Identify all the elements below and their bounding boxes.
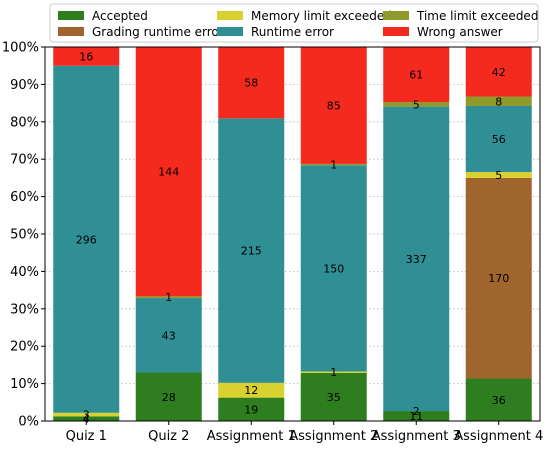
data-label: 5 [413, 98, 420, 111]
y-tick-label: 0% [18, 415, 39, 430]
bar-segment [465, 47, 532, 97]
y-tick-label: 80% [10, 115, 39, 130]
data-label: 4 [83, 413, 90, 426]
legend: Accepted Grading runtime error Memory limi… [49, 3, 539, 43]
data-label: 8 [495, 95, 502, 108]
data-label: 170 [488, 272, 509, 285]
x-tick-label: Quiz 2 [148, 429, 189, 444]
data-label: 56 [492, 133, 506, 146]
data-label: 215 [241, 245, 262, 258]
y-tick-label: 30% [10, 302, 39, 317]
bar-segment [300, 371, 367, 373]
bar-segment [465, 177, 532, 379]
data-label: 58 [244, 77, 258, 90]
data-label: 11 [409, 410, 423, 423]
plot-frame [44, 46, 541, 422]
bar-segment [300, 47, 367, 164]
y-tick-label: 40% [10, 265, 39, 280]
legend-box [49, 3, 539, 43]
x-tick-label: Assignment 1 [207, 429, 296, 444]
bars [53, 47, 532, 421]
data-label: 296 [76, 233, 97, 246]
legend-label: Grading runtime error [92, 25, 224, 39]
bar-segment [383, 102, 450, 107]
data-label: 1 [330, 159, 337, 172]
legend-swatch [383, 27, 409, 36]
x-tick-label: Assignment 3 [372, 429, 461, 444]
bar-segment [53, 412, 120, 417]
data-label: 1 [330, 366, 337, 379]
bar-segment [135, 296, 202, 299]
data-label: 35 [327, 391, 341, 404]
bar-segment [300, 372, 367, 421]
data-label: 16 [79, 50, 93, 63]
data-label: 19 [244, 403, 258, 416]
legend-label: Accepted [92, 9, 148, 23]
bar-segment [465, 96, 532, 106]
y-tick-label: 100% [2, 41, 39, 56]
bar-segment [135, 47, 202, 297]
y-tick-label: 60% [10, 190, 39, 205]
legend-swatch [217, 27, 243, 36]
data-label: 150 [323, 262, 344, 275]
y-tick-label: 70% [10, 153, 39, 168]
data-label: 12 [244, 384, 258, 397]
legend-swatch [58, 11, 84, 20]
legend-label: Memory limit exceeded [251, 9, 392, 23]
data-label: 2 [413, 405, 420, 418]
bar-segment [300, 163, 367, 166]
legend-swatch [58, 27, 84, 36]
legend-label: Runtime error [251, 25, 334, 39]
legend-label: Time limit exceeded [416, 9, 538, 23]
y-tick-label: 10% [10, 377, 39, 392]
bar-segment [383, 411, 450, 421]
data-label: 42 [492, 66, 506, 79]
x-tick-label: Assignment 4 [454, 429, 543, 444]
data-label: 1 [165, 291, 172, 304]
x-tick-label: Quiz 1 [66, 429, 107, 444]
bar-segment [53, 416, 120, 421]
y-tick-label: 50% [10, 228, 39, 243]
bar-segment [465, 105, 532, 173]
bar-segment [300, 165, 367, 372]
data-label: 5 [495, 169, 502, 182]
data-label: 43 [162, 329, 176, 342]
data-label: 28 [162, 391, 176, 404]
data-label: 61 [409, 69, 423, 82]
x-tick-label: Assignment 2 [289, 429, 378, 444]
bar-segment [465, 378, 532, 421]
data-label: 85 [327, 99, 341, 112]
bar-segment [53, 65, 120, 413]
data-label: 36 [492, 394, 506, 407]
bar-segment [218, 118, 285, 383]
bar-segment [218, 397, 285, 421]
y-tick-label: 20% [10, 340, 39, 355]
bar-segment [465, 172, 532, 178]
data-label: 3 [83, 409, 90, 422]
bar-segment [218, 47, 285, 119]
bar-segment [135, 298, 202, 373]
bar-segment [383, 47, 450, 103]
bar-segment [135, 372, 202, 421]
data-label: 144 [158, 166, 179, 179]
bar-segment [383, 106, 450, 412]
legend-swatch [217, 11, 243, 20]
axes: 0% 10% 20% 30% 40% 50% 60% 70% 80% 90% 100% Quiz 1 Q… [2, 41, 543, 445]
legend-label: Wrong answer [417, 25, 503, 39]
bar-segment [53, 47, 120, 66]
data-label: 337 [406, 253, 427, 266]
legend-swatch [383, 11, 409, 20]
data-labels: 4329616284311441912215583511501851123375… [76, 50, 510, 425]
y-tick-label: 90% [10, 78, 39, 93]
bar-segment [218, 382, 285, 398]
